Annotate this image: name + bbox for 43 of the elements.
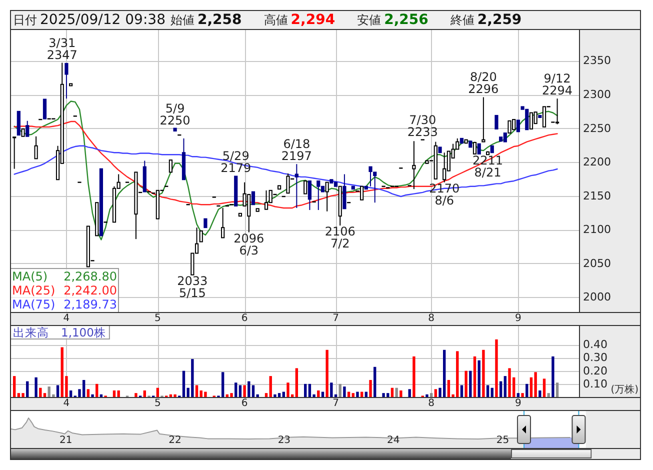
x-tick-label: 23 (278, 435, 291, 446)
title: 出来高 1,100株 (10, 325, 110, 340)
x-tick-label: 5 (154, 398, 161, 409)
data-label: 2033 5/15 (177, 274, 208, 300)
y-tick-label: 2300 (583, 88, 611, 102)
y-tick-label: 0.40 (583, 338, 608, 352)
y-tick-label: 2150 (583, 189, 611, 202)
y-tick-label: 2000 (583, 290, 611, 304)
x-tick-label: 25 (496, 435, 510, 446)
x-tick-label: 22 (168, 435, 182, 446)
x-tick-label: 9 (515, 313, 522, 324)
data-label: 2096 6/3 (234, 231, 264, 258)
y-tick-label: 2250 (583, 122, 611, 135)
y-tick-label: 2100 (583, 223, 611, 236)
data-label: 5/29 2179 (220, 149, 252, 176)
y-tick-label: 2350 (583, 54, 611, 68)
y-tick-label: 2050 (583, 256, 611, 270)
data-label: 3/31 2347 (46, 36, 78, 62)
data-label: 8/20 2296 (468, 70, 499, 96)
x-tick-label: 8 (428, 313, 435, 324)
x-tick-label: 21 (60, 435, 72, 446)
x-tick-label: 5 (154, 313, 161, 324)
y-axis-title: (万株) (610, 384, 639, 396)
data-label: 5/9 2250 (160, 101, 190, 128)
x-tick-label: 9 (515, 398, 522, 409)
header: 日付 2025/09/12 09:38 始値 2,258 高値 2,294 安値 2,256 終値 2,259 (10, 10, 640, 29)
y-tick-label: 0.10 (583, 377, 608, 390)
data-label: 2106 7/2 (324, 224, 356, 251)
y-tick-label: 0.30 (583, 351, 608, 364)
x-tick-label: 4 (63, 313, 70, 324)
y-tick-label: 0.20 (583, 364, 608, 378)
x-tick-label: 7 (332, 398, 339, 409)
y-tick-label: 2200 (583, 156, 611, 169)
x-tick-label: 4 (63, 398, 70, 409)
x-tick-label: 24 (386, 435, 400, 446)
data-label: 9/12 2294 (542, 72, 573, 98)
x-tick-label: 8 (428, 398, 435, 409)
data-label: 6/18 2197 (281, 137, 312, 164)
x-tick-label: 6 (241, 398, 248, 409)
x-tick-label: 7 (332, 313, 339, 324)
x-tick-label: 6 (241, 313, 248, 324)
data-label: 7/30 2233 (407, 112, 438, 139)
legend: MA(5) 2,268.80 MA(25) 2,242.00 MA(75) 2,189.73 (12, 270, 117, 312)
